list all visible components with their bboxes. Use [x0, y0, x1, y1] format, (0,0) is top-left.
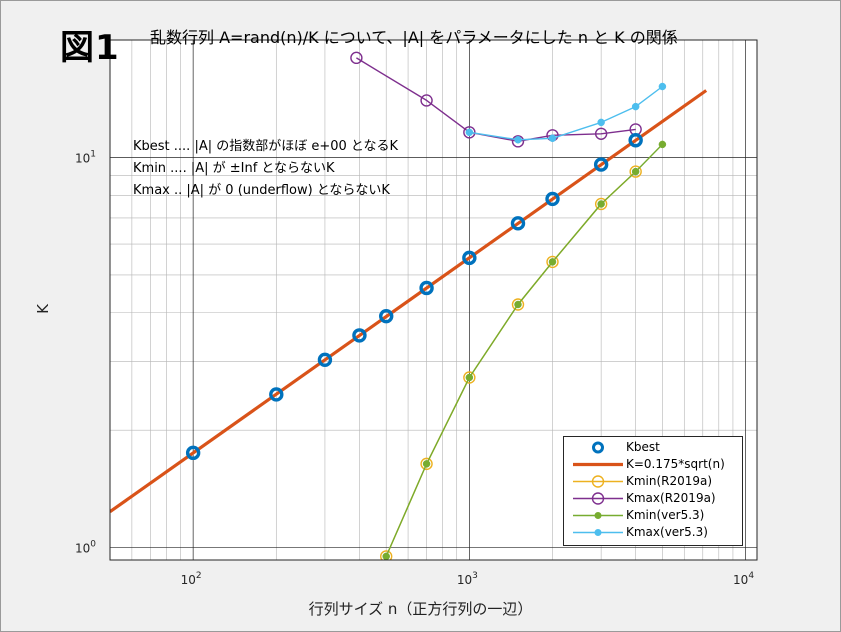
x-axis-label: 行列サイズ n（正方行列の一辺）	[308, 600, 533, 618]
data-point	[658, 82, 667, 91]
figure-label: 図1	[60, 28, 120, 68]
y-tick-label: 101	[75, 149, 96, 165]
data-point	[548, 134, 557, 143]
legend-swatch	[573, 475, 623, 488]
legend-swatch	[592, 441, 604, 454]
data-point	[593, 157, 609, 172]
legend-label: Kbest	[626, 440, 660, 454]
legend-marker	[594, 512, 602, 519]
legend-label: Kmax(ver5.3)	[626, 525, 708, 539]
data-point	[628, 133, 643, 148]
data-point	[546, 255, 559, 269]
series-layer	[110, 51, 708, 560]
legend-item-kmin-r2019a[interactable]: Kmin(R2019a)	[564, 473, 742, 490]
data-point	[658, 140, 667, 149]
data-point	[514, 300, 522, 309]
series-kmax-ver5-3-	[465, 82, 667, 144]
series-line	[385, 143, 663, 557]
legend-item-fit-line[interactable]: K=0.175*sqrt(n)	[564, 456, 742, 473]
note-kbest: Kbest .... |A| の指数部がほぼ e+00 となるK	[133, 139, 399, 154]
legend-item-kbest[interactable]: Kbest	[564, 439, 742, 456]
x-tick-label: 103	[457, 571, 478, 587]
y-axis-label: K	[33, 304, 52, 314]
data-point	[594, 197, 608, 211]
data-point	[465, 128, 474, 137]
data-point	[597, 200, 605, 208]
annotation-notes: Kbest .... |A| の指数部がほぼ e+00 となるK Kmin ..…	[133, 136, 398, 202]
series-kmin-ver5-3-	[382, 140, 667, 560]
data-point	[463, 126, 476, 139]
data-point	[317, 352, 333, 368]
legend-label: Kmax(R2019a)	[626, 491, 716, 505]
data-point	[629, 165, 642, 178]
legend[interactable]: Kbest K=0.175*sqrt(n) Kmin(R2019a) Kmax(…	[563, 436, 743, 546]
data-point	[465, 373, 474, 382]
x-tick-label: 104	[733, 571, 754, 587]
plot-frame	[109, 39, 758, 561]
chart-title: 乱数行列 A=rand(n)/K について、|A| をパラメータにした n と …	[150, 28, 678, 47]
ticks-layer: 102 103 104 100 101	[75, 149, 754, 587]
legend-item-kmax-r2019a[interactable]: Kmax(R2019a)	[564, 490, 742, 507]
series-kbest	[185, 133, 643, 461]
data-point	[631, 102, 640, 111]
data-point	[462, 250, 477, 266]
data-point	[510, 216, 526, 231]
data-point	[422, 460, 431, 468]
legend-swatch	[573, 512, 623, 519]
legend-item-kmax-ver53[interactable]: Kmax(ver5.3)	[564, 524, 742, 541]
data-point	[352, 328, 367, 343]
series-line	[469, 85, 663, 141]
data-point	[419, 280, 434, 296]
legend-swatch	[573, 462, 623, 467]
data-point	[514, 136, 522, 144]
data-point	[597, 118, 605, 127]
data-point	[420, 457, 433, 471]
note-kmin: Kmin .... |A| が ±Inf とならないK	[133, 161, 335, 176]
data-point	[382, 552, 390, 560]
data-point	[379, 308, 394, 324]
data-point	[548, 258, 557, 266]
legend-label: Kmin(R2019a)	[626, 474, 713, 488]
data-point	[463, 371, 476, 384]
data-point	[269, 387, 284, 402]
legend-marker	[592, 441, 604, 454]
legend-swatch	[573, 529, 623, 536]
data-point	[350, 51, 363, 65]
legend-marker	[591, 475, 605, 488]
note-kmax: Kmax .. |A| が 0 (underflow) とならないK	[133, 183, 390, 198]
legend-label: Kmin(ver5.3)	[626, 508, 705, 522]
legend-marker	[591, 492, 605, 505]
legend-item-kmin-ver53[interactable]: Kmin(ver5.3)	[564, 507, 742, 524]
data-point	[511, 298, 525, 311]
legend-label: K=0.175*sqrt(n)	[626, 457, 725, 471]
data-point	[511, 135, 525, 148]
data-point	[420, 94, 433, 107]
legend-marker	[594, 529, 602, 536]
legend-swatch	[573, 492, 623, 505]
y-tick-label: 100	[75, 540, 96, 556]
data-point	[545, 191, 560, 207]
x-tick-label: 102	[181, 571, 202, 587]
data-point	[185, 445, 201, 461]
data-point	[631, 167, 640, 176]
data-point	[594, 127, 608, 140]
data-point	[380, 550, 393, 560]
